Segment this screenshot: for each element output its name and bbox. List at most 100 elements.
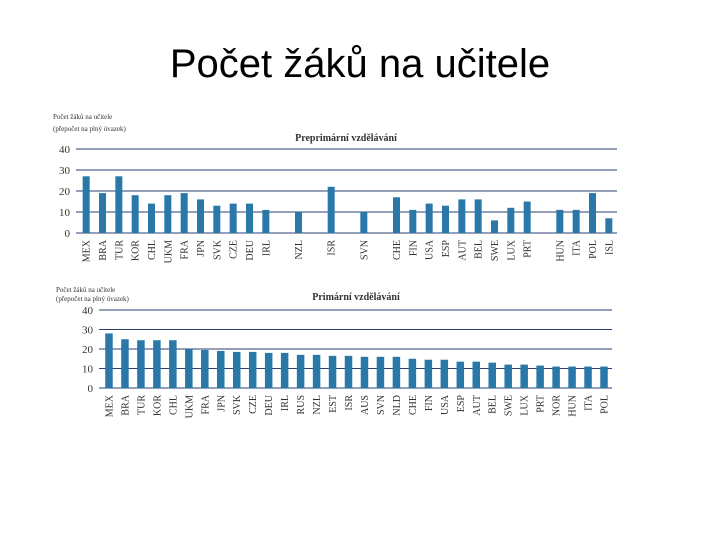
chart-0-category-label: DEU bbox=[245, 239, 256, 260]
chart-0-ytick-label: 10 bbox=[59, 207, 71, 219]
chart-0-bar-hun bbox=[556, 209, 564, 233]
chart-1-category-label: ESP bbox=[456, 395, 467, 413]
chart-0-ytick-label: 30 bbox=[59, 165, 71, 177]
chart-0-category-label: BRA bbox=[98, 239, 109, 260]
chart-0-category-label: ISR bbox=[327, 240, 338, 256]
chart-0-category-label: MEX bbox=[82, 239, 93, 262]
chart-0-bar-svk bbox=[213, 205, 221, 233]
chart-1-category-label: AUS bbox=[360, 395, 371, 415]
chart-1-bar-fin bbox=[424, 359, 433, 388]
chart-1-ytick-label: 30 bbox=[82, 325, 94, 337]
chart-1-bar-nld bbox=[392, 356, 401, 388]
chart-1-category-label: SVN bbox=[376, 395, 387, 415]
chart-1-bar-ita bbox=[584, 366, 592, 388]
chart-0-ytick-label: 20 bbox=[59, 186, 71, 198]
chart-0-category-label: UKM bbox=[163, 240, 174, 263]
chart-1-bar-pol bbox=[600, 366, 608, 388]
chart-0-bar-ita bbox=[572, 209, 580, 233]
chart-1-bar-jpn bbox=[217, 350, 225, 388]
chart-0-category-label: TUR bbox=[114, 240, 125, 260]
chart-1-category-label: NLD bbox=[392, 395, 403, 416]
chart-1-ytick-label: 10 bbox=[82, 364, 94, 376]
chart-0-category-label: NZL bbox=[294, 240, 305, 259]
chart-0-category-label: CHL bbox=[147, 240, 158, 260]
chart-1-ytick-label: 40 bbox=[82, 305, 94, 317]
chart-1-bar-che bbox=[408, 358, 417, 388]
chart-0-category-label: SWE bbox=[490, 240, 501, 261]
chart-0-bar-swe bbox=[491, 220, 498, 233]
chart-1-category-label: POL bbox=[600, 395, 611, 414]
chart-1-bar-mex bbox=[105, 333, 113, 388]
chart-1-bar-bra bbox=[121, 339, 129, 388]
chart-0-bar-mex bbox=[82, 176, 90, 233]
chart-0-bar-fra bbox=[180, 193, 188, 233]
chart-1-category-label: HUN bbox=[568, 395, 579, 417]
chart-0-bar-pol bbox=[589, 193, 596, 233]
chart-0-category-label: CZE bbox=[229, 240, 240, 259]
chart-1-category-label: EST bbox=[328, 395, 339, 413]
chart-1-category-label: CZE bbox=[248, 395, 259, 414]
chart-0-bar-kor bbox=[131, 195, 139, 233]
chart-0-category-label: FIN bbox=[408, 240, 419, 256]
chart-0-ytick-label: 40 bbox=[59, 144, 71, 156]
chart-1-category-label: NZL bbox=[312, 395, 323, 414]
chart-1-bar-usa bbox=[440, 359, 449, 388]
chart-1-ylabel-line1: Počet žáků na učitele bbox=[56, 286, 115, 294]
chart-0-bar-che bbox=[393, 197, 400, 233]
chart-0-bar-esp bbox=[442, 205, 449, 233]
chart-1-category-label: LUX bbox=[520, 394, 531, 415]
chart-0-ylabel-line2: (přepočet na plný úvazek) bbox=[53, 125, 127, 133]
chart-1-bar-svn bbox=[376, 356, 385, 388]
chart-1-bar-nor bbox=[552, 366, 560, 388]
chart-1-bar-tur bbox=[137, 340, 145, 388]
chart-0-bar-chl bbox=[148, 203, 155, 233]
chart-0-category-label: USA bbox=[425, 239, 436, 260]
chart-0-bar-svn bbox=[360, 212, 368, 233]
chart-1-bar-prt bbox=[536, 365, 544, 388]
chart-0-category-label: LUX bbox=[506, 239, 517, 260]
chart-0-category-label: SVN bbox=[359, 240, 370, 260]
chart-1-bar-kor bbox=[153, 340, 161, 388]
chart-1-category-label: KOR bbox=[152, 395, 163, 416]
chart-1-category-label: RUS bbox=[296, 395, 307, 414]
chart-1-bar-deu bbox=[264, 352, 273, 388]
chart-0-ylabel-line1: Počet žáků na učitele bbox=[53, 113, 112, 121]
chart-1-bar-cze bbox=[248, 351, 257, 388]
chart-0-category-label: HUN bbox=[555, 240, 566, 262]
chart-0-category-label: BEL bbox=[474, 240, 485, 259]
chart-1-category-label: JPN bbox=[216, 395, 227, 412]
chart-1-bar-chl bbox=[169, 340, 177, 388]
chart-0-category-label: JPN bbox=[196, 240, 207, 257]
chart-0-bar-irl bbox=[262, 209, 270, 233]
chart-0-bar-jpn bbox=[197, 199, 204, 233]
chart-1-category-label: CHE bbox=[408, 395, 419, 415]
chart-0-category-label: KOR bbox=[131, 240, 142, 261]
chart-1-category-label: SWE bbox=[504, 395, 515, 416]
chart-0-bar-deu bbox=[246, 203, 253, 233]
chart-1-title: Primární vzdělávání bbox=[312, 292, 400, 303]
chart-0-category-label: ITA bbox=[572, 239, 583, 256]
chart-1-ytick-label: 0 bbox=[88, 383, 94, 395]
chart-0-category-label: SVK bbox=[212, 239, 223, 260]
chart-1-bar-fra bbox=[201, 349, 209, 388]
chart-1-category-label: USA bbox=[440, 394, 451, 415]
chart-0-ytick-label: 0 bbox=[65, 228, 71, 240]
chart-1-category-label: SVK bbox=[232, 394, 243, 415]
chart-0-category-label: ISL bbox=[604, 240, 615, 255]
chart-1-category-label: DEU bbox=[264, 394, 275, 415]
chart-1-bar-esp bbox=[456, 361, 465, 388]
chart-0-bar-fin bbox=[409, 209, 417, 233]
chart-1-bar-ukm bbox=[185, 349, 193, 388]
chart-1-bar-bel bbox=[488, 362, 496, 388]
chart-0-bar-isl bbox=[605, 218, 613, 233]
chart-1-ytick-label: 20 bbox=[82, 344, 94, 356]
chart-1-ylabel-line2: (přepočet na plný úvazek) bbox=[56, 295, 130, 303]
chart-0-category-label: FRA bbox=[180, 239, 191, 259]
chart-0-bar-prt bbox=[523, 201, 531, 233]
chart-0-bar-tur bbox=[115, 176, 123, 233]
chart-0-bar-bra bbox=[99, 193, 106, 233]
chart-0-category-label: CHE bbox=[392, 240, 403, 260]
chart-0-bar-aut bbox=[458, 199, 466, 233]
chart-1-category-label: TUR bbox=[136, 395, 147, 415]
